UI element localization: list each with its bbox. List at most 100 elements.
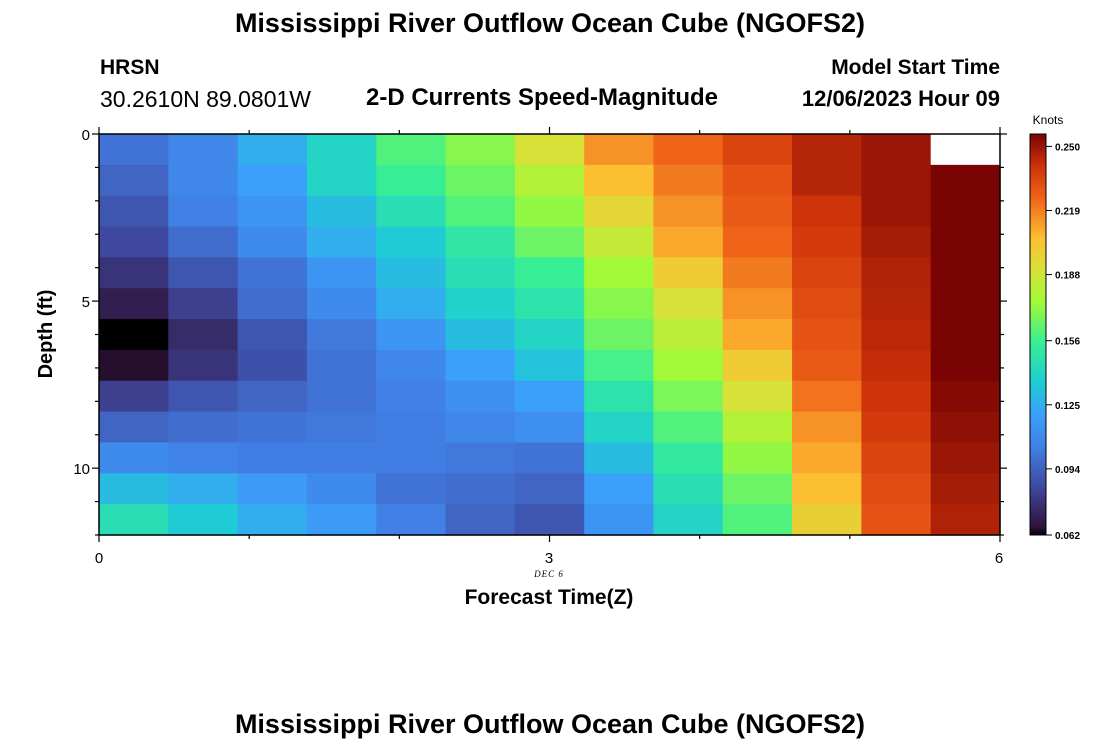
heatmap-cell [445,134,516,166]
heatmap-cell [514,134,585,166]
heatmap-cell [237,134,308,166]
heatmap-cell [99,504,169,536]
heatmap-cell [584,226,655,258]
heatmap-cell [99,257,169,289]
heatmap-cell [861,226,932,258]
heatmap-cell [237,473,308,505]
heatmap-cell [376,195,447,228]
heatmap-cell [168,442,239,474]
y-tick-label-0: 0 [82,127,90,144]
heatmap-cell [930,288,1001,320]
heatmap-cell [584,411,655,444]
heatmap-cell [722,134,793,166]
station-name: HRSN [100,56,160,79]
colorbar-label: Knots [1033,113,1064,127]
heatmap-cell [237,411,308,444]
heatmap-cell [445,504,516,536]
heatmap-cell [722,257,793,289]
heatmap-cell [445,257,516,289]
heatmap-cell [861,349,932,382]
heatmap-cell [99,411,169,444]
heatmap-cell [168,349,239,382]
heatmap-cell [445,195,516,228]
heatmap-cell [653,473,724,505]
heatmap-cell [306,411,377,444]
heatmap-cell [445,319,516,351]
heatmap-cell [445,164,516,197]
heatmap-cell [792,473,862,505]
heatmap-cell [168,411,239,444]
heatmap-cell [653,319,724,351]
heatmap-cell [722,164,793,197]
heatmap-cell [376,134,447,166]
heatmap-cell [584,380,655,413]
heatmap-cell [930,134,1001,166]
heatmap-cell [584,319,655,351]
colorbar-tick-label: 0.094 [1055,465,1080,476]
heatmap-cell [930,257,1001,289]
heatmap-cell [584,442,655,474]
heatmap-cell [99,164,169,197]
heatmap-cell [99,349,169,382]
heatmap-cell [653,380,724,413]
heatmap-cell [584,504,655,536]
heatmap-cell [376,442,447,474]
heatmap-cell [722,442,793,474]
heatmap-cell [653,257,724,289]
heatmap-cell [861,504,932,536]
heatmap-cell [584,134,655,166]
heatmap-cell [930,473,1001,505]
heatmap-cell [237,226,308,258]
heatmap-cell [306,164,377,197]
heatmap-cell [584,195,655,228]
heatmap-cell [99,319,169,351]
heatmap-cell [376,257,447,289]
heatmap-cell [237,504,308,536]
colorbar-tick-label: 0.219 [1055,206,1080,217]
heatmap-cell [376,380,447,413]
heatmap-cell [514,442,585,474]
heatmap-cell [376,349,447,382]
heatmap-cell [653,164,724,197]
y-tick-label-10: 10 [73,461,90,478]
heatmap-cell [722,473,793,505]
heatmap-cell [722,411,793,444]
heatmap-cell [584,473,655,505]
heatmap-cell [237,349,308,382]
heatmap-cell [168,195,239,228]
heatmap-cell [861,164,932,197]
heatmap-cell [99,134,169,166]
heatmap-cell [237,380,308,413]
heatmap-cell [237,257,308,289]
y-axis-label: Depth (ft) [35,290,57,379]
heatmap-cell [168,257,239,289]
heatmap-cell [514,195,585,228]
heatmap-chart: 0 5 10 0 3 6 DEC 6 Forecast Time(Z) Dept… [35,113,1080,609]
heatmap-cell [930,349,1001,382]
heatmap-cell [584,349,655,382]
heatmap-cell [306,442,377,474]
heatmap-cell [168,164,239,197]
heatmap-cell [930,380,1001,413]
heatmap-cell [514,164,585,197]
heatmap-cell [99,226,169,258]
heatmap-cell [168,134,239,166]
heatmap-cell [99,288,169,320]
heatmap-cell [930,195,1001,228]
heatmap-cell [930,504,1001,536]
axis-ticks [92,127,1007,542]
page-title: Mississippi River Outflow Ocean Cube (NG… [234,8,866,38]
heatmap-cell [722,195,793,228]
heatmap-cell [514,380,585,413]
heatmap-cell [930,442,1001,474]
heatmap-cell [792,411,862,444]
heatmap-cell [584,288,655,320]
heatmap-cell [376,504,447,536]
heatmap-cell [168,288,239,320]
heatmap-cell [445,226,516,258]
heatmap-cell [861,134,932,166]
heatmap-cell [792,442,862,474]
footer-title: Mississippi River Outflow Ocean Cube (NG… [234,709,866,739]
heatmap-cell [792,164,862,197]
heatmap-cell [376,226,447,258]
